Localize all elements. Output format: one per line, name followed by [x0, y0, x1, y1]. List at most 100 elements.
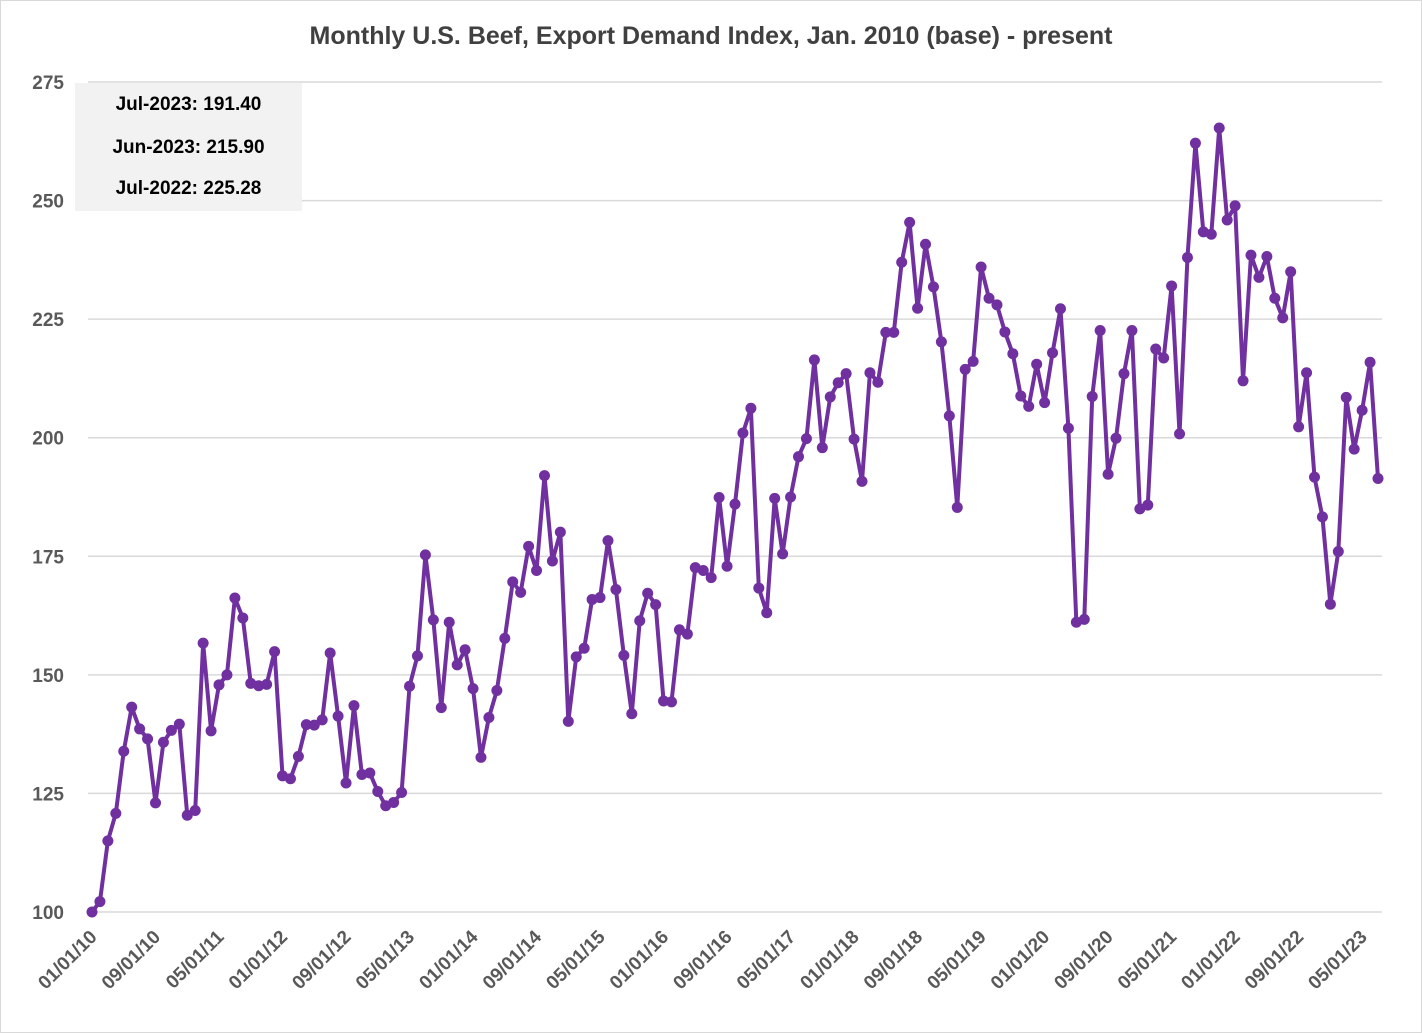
- data-point: [935, 336, 947, 348]
- x-tick-label: 09/01/16: [669, 927, 736, 994]
- data-point: [848, 433, 860, 445]
- data-point: [1158, 352, 1170, 364]
- data-point: [904, 216, 916, 228]
- data-point: [388, 796, 400, 808]
- x-tick-label: 05/01/19: [923, 927, 990, 994]
- data-point: [793, 451, 805, 463]
- data-point: [237, 612, 249, 624]
- data-point: [531, 565, 543, 577]
- data-point: [1174, 428, 1186, 440]
- annotation-jun-2023: Jun-2023: 215.90: [75, 137, 302, 159]
- x-tick-label: 01/01/20: [987, 927, 1054, 994]
- data-point: [1229, 200, 1241, 212]
- data-point: [713, 491, 725, 503]
- data-point: [1308, 471, 1320, 483]
- data-point: [1102, 468, 1114, 480]
- data-point: [316, 714, 328, 726]
- y-tick-label: 175: [32, 547, 64, 568]
- data-point: [1364, 356, 1376, 368]
- data-point: [1205, 228, 1217, 240]
- data-point: [165, 724, 177, 736]
- data-point: [213, 679, 225, 691]
- x-tick-label: 05/01/15: [542, 926, 609, 993]
- data-point: [1372, 473, 1384, 485]
- data-point: [1015, 390, 1027, 402]
- data-point: [554, 526, 566, 538]
- data-point: [404, 680, 416, 692]
- data-point: [1324, 598, 1336, 610]
- data-point: [1086, 390, 1098, 402]
- y-tick-label: 225: [32, 310, 64, 331]
- data-point: [832, 377, 844, 389]
- data-point: [364, 767, 376, 779]
- x-tick-label: 09/01/20: [1050, 927, 1117, 994]
- annotation-box: Jul-2023: 191.40 Jun-2023: 215.90 Jul-20…: [75, 83, 302, 211]
- data-point: [308, 719, 320, 731]
- data-point: [1269, 292, 1281, 304]
- data-point: [157, 736, 169, 748]
- data-point: [943, 410, 955, 422]
- series-line: [90, 126, 1380, 914]
- data-point: [1126, 325, 1138, 337]
- data-point: [459, 644, 471, 656]
- data-point: [1118, 368, 1130, 380]
- data-point: [427, 614, 439, 626]
- data-point: [769, 492, 781, 504]
- data-point: [777, 548, 789, 560]
- data-point: [840, 368, 852, 380]
- data-point: [800, 433, 812, 445]
- data-point: [642, 587, 654, 599]
- data-point: [1047, 347, 1059, 359]
- data-point: [1142, 499, 1154, 511]
- data-point: [118, 745, 130, 757]
- y-tick-label: 200: [32, 429, 64, 450]
- data-point: [483, 712, 495, 724]
- data-point: [1094, 325, 1106, 337]
- data-point: [920, 238, 932, 250]
- annotation-label: Jul-2022:: [115, 178, 198, 199]
- x-tick-label: 05/01/21: [1114, 926, 1181, 993]
- data-point: [880, 326, 892, 338]
- annotation-jul-2022: Jul-2022: 225.28: [75, 178, 302, 200]
- data-point: [785, 491, 797, 503]
- series-layer: [86, 122, 1384, 918]
- x-axis-ticks: 01/01/1009/01/1005/01/1101/01/1209/01/12…: [34, 926, 1371, 993]
- data-point: [816, 442, 828, 454]
- data-point: [372, 786, 384, 798]
- data-point: [999, 326, 1011, 338]
- x-tick-label: 09/01/14: [479, 926, 546, 993]
- annotation-value: 215.90: [206, 137, 265, 158]
- data-point: [681, 628, 693, 640]
- data-point: [1221, 214, 1233, 226]
- data-point: [332, 710, 344, 722]
- data-point: [181, 809, 193, 821]
- data-point: [523, 540, 535, 552]
- data-point: [340, 777, 352, 789]
- x-tick-label: 05/01/23: [1305, 927, 1372, 994]
- data-point: [292, 750, 304, 762]
- data-point: [872, 376, 884, 388]
- x-tick-label: 01/01/16: [606, 927, 673, 994]
- x-tick-label: 01/01/14: [415, 926, 482, 993]
- data-point: [737, 427, 749, 439]
- data-point: [126, 701, 138, 713]
- data-point: [1189, 137, 1201, 149]
- data-point: [1181, 251, 1193, 263]
- data-point: [975, 261, 987, 273]
- data-point: [324, 647, 336, 659]
- data-point: [610, 583, 622, 595]
- data-point: [1348, 443, 1360, 455]
- data-point: [269, 646, 281, 658]
- data-point: [507, 576, 519, 588]
- data-point: [634, 615, 646, 627]
- data-point: [1110, 432, 1122, 444]
- data-point: [1078, 613, 1090, 625]
- data-point: [189, 805, 201, 817]
- data-point: [570, 651, 582, 663]
- data-point: [753, 582, 765, 594]
- data-point: [864, 367, 876, 379]
- data-point: [1054, 303, 1066, 315]
- data-point: [102, 835, 114, 847]
- data-point: [991, 299, 1003, 311]
